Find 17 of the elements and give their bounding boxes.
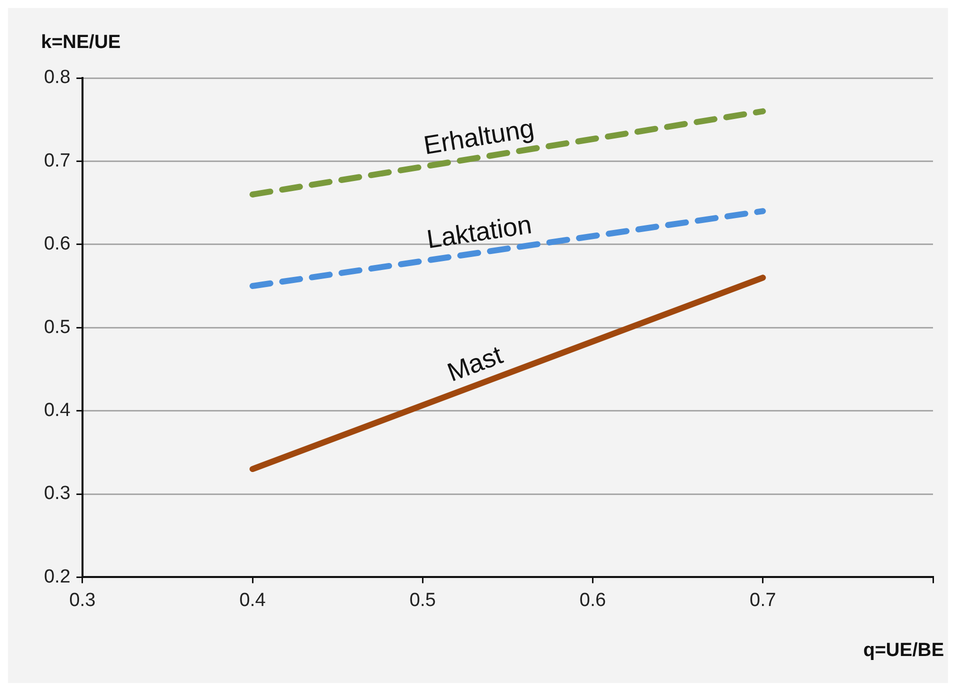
y-axis-title: k=NE/UE (41, 32, 121, 53)
y-tick-label: 0.4 (44, 400, 71, 422)
x-axis-title: q=UE/BE (863, 640, 944, 661)
x-tick-label: 0.6 (580, 590, 606, 611)
y-tick-label: 0.3 (44, 483, 70, 504)
y-tick-label: 0.8 (44, 67, 70, 88)
x-tick-label: 0.4 (239, 590, 266, 611)
y-tick-label: 0.7 (44, 150, 70, 172)
y-tick-label: 0.6 (44, 234, 70, 255)
text: Laktation (424, 209, 534, 254)
x-tick-label: 0.3 (69, 590, 96, 611)
text: Mast (443, 339, 508, 388)
y-tick-label: 0.2 (44, 566, 70, 588)
text: Erhaltung (422, 112, 536, 160)
y-tick-label: 0.5 (44, 316, 70, 338)
x-tick-label: 0.7 (750, 590, 776, 611)
x-tick-label: 0.5 (409, 590, 436, 611)
